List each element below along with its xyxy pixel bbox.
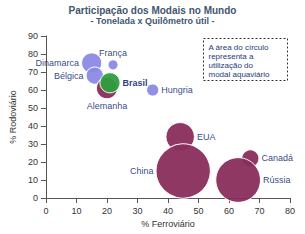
- svg-text:20: 20: [28, 157, 38, 167]
- svg-text:A área do círculo: A área do círculo: [209, 43, 271, 52]
- svg-text:70: 70: [28, 67, 38, 77]
- svg-text:60: 60: [224, 206, 234, 216]
- svg-text:50: 50: [28, 103, 38, 113]
- svg-text:% Ferroviário: % Ferroviário: [141, 219, 195, 229]
- svg-text:Hungria: Hungria: [161, 85, 193, 95]
- svg-text:França: França: [99, 48, 127, 58]
- svg-text:modal aquaviário: modal aquaviário: [209, 70, 270, 79]
- svg-text:80: 80: [27, 49, 38, 59]
- svg-text:30: 30: [132, 206, 142, 216]
- svg-text:- Tonelada x Quilômetro útil -: - Tonelada x Quilômetro útil -: [91, 16, 215, 26]
- svg-text:20: 20: [102, 206, 112, 216]
- svg-text:50: 50: [193, 206, 203, 216]
- svg-text:Participação dos Modais no Mun: Participação dos Modais no Mundo: [69, 5, 237, 16]
- svg-text:Dinamarca: Dinamarca: [36, 58, 80, 68]
- svg-text:utilização do: utilização do: [209, 61, 256, 70]
- svg-text:80: 80: [285, 206, 295, 216]
- svg-text:Bélgica: Bélgica: [54, 71, 84, 81]
- svg-text:60: 60: [28, 85, 38, 95]
- svg-text:0: 0: [33, 193, 38, 203]
- svg-text:40: 40: [163, 206, 173, 216]
- svg-text:10: 10: [28, 175, 38, 185]
- svg-text:Canadá: Canadá: [261, 153, 293, 163]
- svg-text:10: 10: [71, 206, 81, 216]
- svg-text:30: 30: [28, 139, 38, 149]
- svg-text:% Rodoviário: % Rodoviário: [8, 90, 18, 144]
- svg-text:China: China: [130, 166, 154, 176]
- svg-text:70: 70: [254, 206, 264, 216]
- svg-text:0: 0: [43, 206, 48, 216]
- svg-text:Brasil: Brasil: [123, 78, 148, 88]
- svg-text:representa a: representa a: [209, 52, 256, 61]
- svg-text:Rússia: Rússia: [263, 175, 291, 185]
- svg-text:EUA: EUA: [197, 132, 216, 142]
- svg-text:40: 40: [28, 121, 38, 131]
- svg-text:Alemanha: Alemanha: [87, 101, 128, 111]
- svg-text:90: 90: [28, 31, 38, 41]
